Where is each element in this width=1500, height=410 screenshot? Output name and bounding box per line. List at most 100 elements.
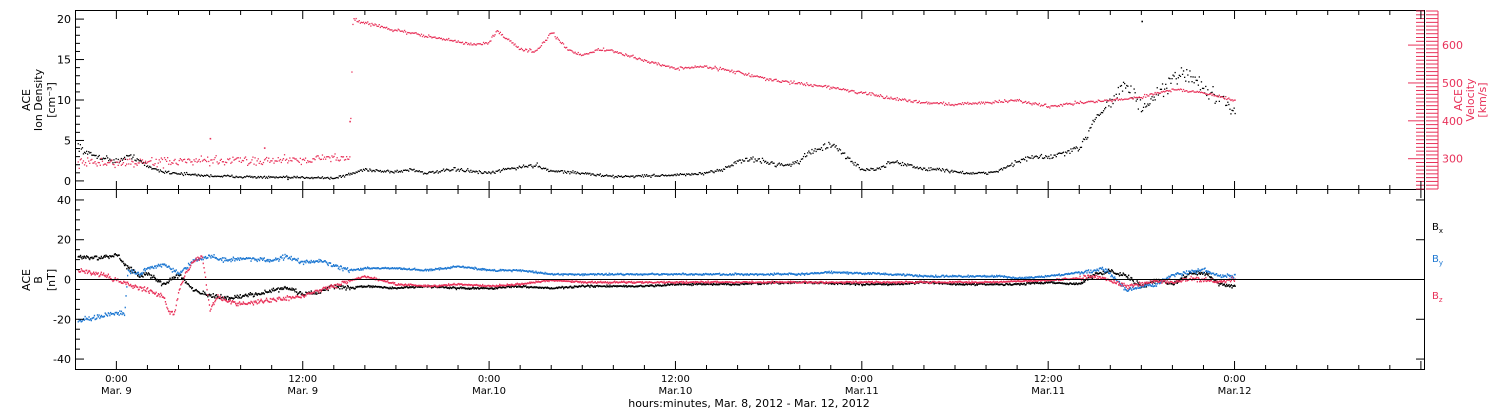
data-point [475, 267, 477, 269]
data-point [77, 143, 79, 145]
data-point [905, 274, 907, 277]
data-point [1208, 272, 1210, 275]
data-point [959, 275, 961, 277]
data-point [181, 173, 184, 175]
data-point [126, 267, 128, 270]
data-point [233, 176, 235, 179]
data-point [896, 97, 898, 99]
data-point [846, 272, 848, 275]
data-point [361, 286, 363, 289]
data-point [718, 169, 720, 171]
data-point [1128, 274, 1130, 277]
data-point [581, 273, 583, 275]
data-point [286, 175, 288, 177]
data-point [282, 175, 285, 178]
data-point [1066, 282, 1068, 285]
data-point [1133, 88, 1135, 90]
data-point [857, 92, 859, 94]
data-point [742, 274, 745, 277]
data-point [844, 89, 846, 91]
data-point [348, 158, 350, 160]
data-point [704, 273, 706, 275]
data-point [640, 273, 642, 275]
data-point [732, 283, 735, 285]
data-point [941, 274, 943, 277]
data-point [1083, 279, 1085, 282]
data-point [243, 295, 245, 297]
data-point [387, 169, 389, 171]
data-point [473, 288, 475, 290]
data-point [623, 55, 626, 57]
data-point [821, 86, 824, 88]
data-point [489, 171, 491, 174]
data-point [870, 272, 872, 275]
data-point [150, 274, 153, 277]
data-point [940, 102, 943, 104]
data-point [498, 169, 500, 171]
data-point [111, 159, 113, 161]
data-point [582, 172, 585, 175]
data-point [1086, 138, 1088, 140]
data-point [274, 177, 276, 179]
data-point [1217, 96, 1219, 98]
data-point [378, 24, 380, 26]
data-point [337, 267, 339, 270]
data-point [787, 81, 789, 83]
data-point [875, 169, 877, 171]
data-point [974, 172, 976, 175]
data-point [754, 273, 756, 275]
data-point [1030, 103, 1032, 105]
data-point [887, 273, 889, 276]
data-point [217, 295, 219, 298]
data-point [334, 177, 336, 179]
data-point [179, 272, 181, 274]
data-point [586, 53, 588, 55]
data-point [259, 293, 261, 296]
data-point [524, 285, 526, 288]
data-point [733, 70, 735, 73]
data-point [608, 286, 610, 288]
data-point [696, 273, 698, 276]
data-point [430, 36, 432, 38]
data-point [913, 100, 915, 102]
data-point [885, 166, 887, 168]
data-point [549, 287, 552, 290]
data-point [552, 273, 554, 276]
data-point [820, 271, 823, 274]
data-point [101, 257, 103, 260]
data-point [709, 66, 711, 68]
data-point [450, 39, 452, 42]
data-point [452, 40, 454, 42]
data-point [95, 255, 97, 257]
data-point [427, 268, 429, 271]
data-point [730, 284, 732, 287]
data-point [451, 169, 453, 171]
data-point [98, 154, 100, 157]
data-point [261, 177, 264, 179]
data-point [671, 273, 673, 275]
data-point [910, 274, 912, 276]
data-point [272, 289, 274, 292]
data-point [728, 69, 730, 71]
data-point [325, 261, 327, 263]
data-point [803, 274, 806, 276]
data-point [543, 287, 545, 289]
data-point [289, 258, 292, 260]
data-point [133, 271, 135, 274]
data-point [1068, 283, 1070, 285]
data-point [151, 157, 153, 159]
data-point [546, 39, 548, 41]
data-point [588, 285, 590, 287]
data-point [570, 171, 572, 173]
data-point [653, 285, 655, 288]
data-point [110, 160, 112, 162]
data-point [394, 170, 396, 172]
data-point [727, 69, 729, 71]
data-point [1008, 276, 1010, 278]
data-point [779, 282, 782, 285]
data-point [749, 75, 751, 77]
data-point [545, 273, 547, 275]
data-point [394, 267, 397, 270]
data-point [757, 273, 759, 276]
data-point [1164, 88, 1166, 90]
